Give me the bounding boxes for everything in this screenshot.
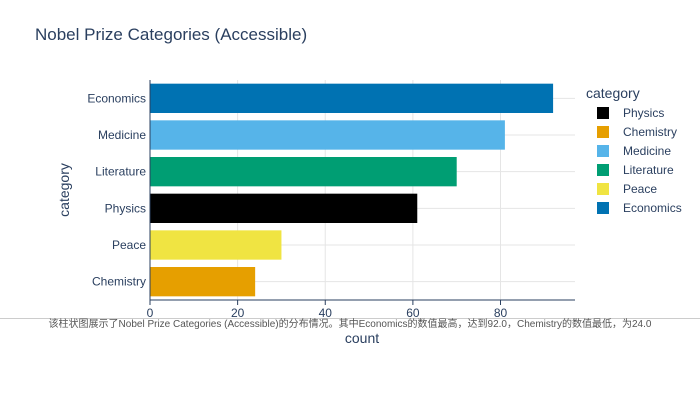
- y-tick-label: Chemistry: [92, 275, 146, 289]
- x-tick-label: 0: [147, 306, 154, 320]
- bar-medicine[interactable]: [150, 120, 505, 150]
- legend-swatch[interactable]: [597, 202, 609, 214]
- caption-divider: [0, 318, 700, 319]
- bars: [150, 83, 554, 297]
- x-tick-label: 40: [319, 306, 333, 320]
- legend: category Physics Chemistry Medicine Literat…: [586, 85, 682, 215]
- x-tick-label: 60: [406, 306, 420, 320]
- legend-swatch[interactable]: [597, 126, 609, 138]
- bar-chemistry[interactable]: [150, 267, 256, 297]
- bar-physics[interactable]: [150, 193, 418, 223]
- x-tick-label: 80: [494, 306, 508, 320]
- x-tick-label: 20: [231, 306, 245, 320]
- legend-label[interactable]: Literature: [623, 163, 674, 177]
- legend-label[interactable]: Peace: [623, 182, 657, 196]
- bar-peace[interactable]: [150, 230, 282, 260]
- y-tick-label: Economics: [87, 91, 146, 105]
- chart-title: Nobel Prize Categories (Accessible): [35, 25, 307, 44]
- y-tick-label: Literature: [95, 165, 146, 179]
- y-tick-label: Medicine: [98, 128, 146, 142]
- legend-swatch[interactable]: [597, 107, 609, 119]
- x-axis-label: count: [345, 330, 379, 346]
- legend-swatch[interactable]: [597, 183, 609, 195]
- tick-labels: Chemistry Peace Physics Literature Medicine E…: [87, 91, 507, 320]
- legend-title: category: [586, 85, 640, 101]
- legend-label[interactable]: Medicine: [623, 144, 671, 158]
- bar-economics[interactable]: [150, 83, 554, 113]
- legend-label[interactable]: Physics: [623, 106, 664, 120]
- bar-literature[interactable]: [150, 157, 457, 187]
- legend-label[interactable]: Chemistry: [623, 125, 677, 139]
- legend-label[interactable]: Economics: [623, 201, 682, 215]
- axes: [149, 80, 575, 305]
- y-tick-label: Physics: [105, 201, 146, 215]
- chart-caption: 该柱状图展示了Nobel Prize Categories (Accessibl…: [48, 319, 652, 330]
- y-tick-label: Peace: [112, 238, 146, 252]
- legend-swatch[interactable]: [597, 164, 609, 176]
- y-axis-label: category: [56, 163, 72, 217]
- legend-swatch[interactable]: [597, 145, 609, 157]
